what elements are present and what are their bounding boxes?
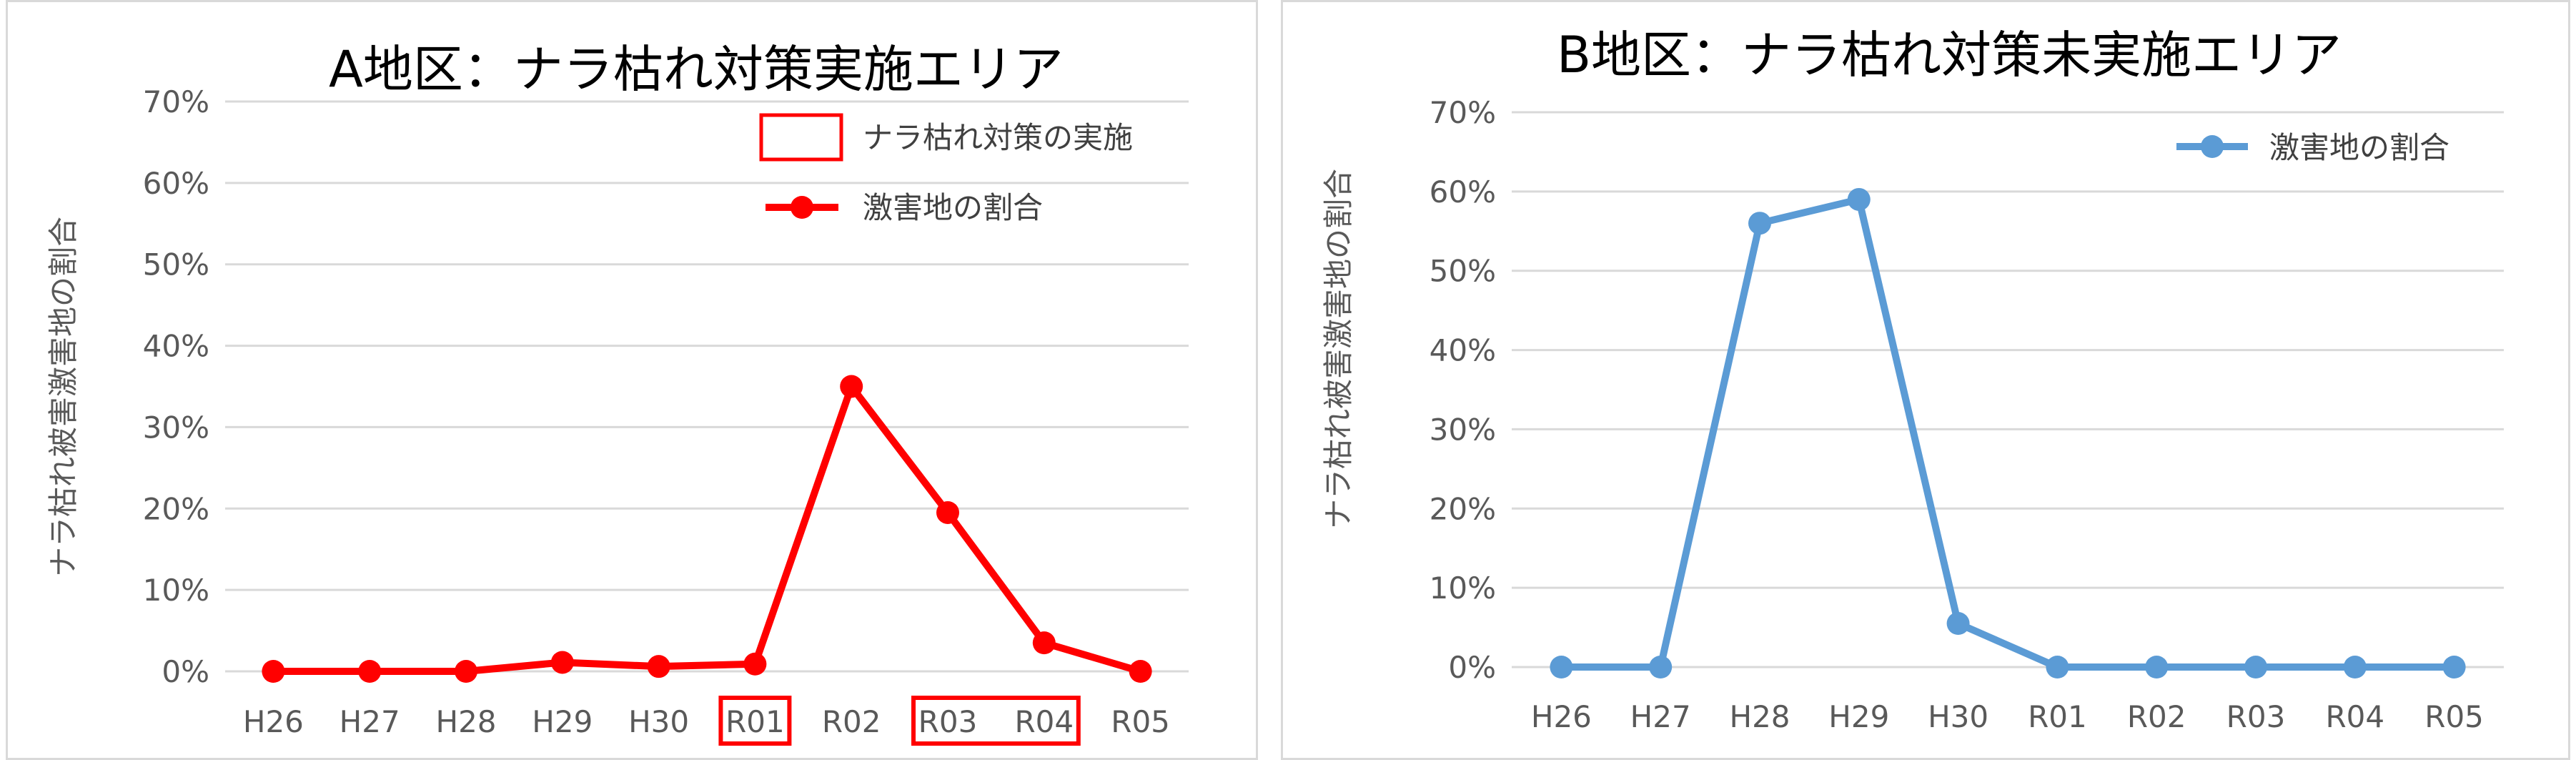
y-tick-label: 30% <box>143 410 209 445</box>
x-tick-label: H27 <box>340 704 400 739</box>
data-point <box>840 375 863 398</box>
chart-a-title: A地区：ナラ枯れ対策実施エリア <box>329 40 1064 99</box>
y-tick-label: 70% <box>143 84 209 119</box>
x-tick-label: R03 <box>918 704 978 739</box>
data-point <box>262 660 285 683</box>
x-tick-label: H30 <box>1928 699 1988 734</box>
chart-b-gridlines <box>1512 111 2504 668</box>
data-point <box>2145 656 2169 678</box>
data-point <box>1649 656 1673 678</box>
data-point <box>1847 187 1871 211</box>
x-tick-label: R02 <box>2127 699 2186 734</box>
y-tick-label: 20% <box>143 491 209 526</box>
data-point <box>1946 612 1970 636</box>
y-tick-label: 40% <box>1430 333 1496 368</box>
data-point <box>2343 656 2367 678</box>
chart-b-legend: 激害地の割合 <box>2176 130 2449 165</box>
chart-a-ylabel: ナラ枯れ被害激害地の割合 <box>46 217 81 577</box>
x-tick-label: H28 <box>435 704 496 739</box>
x-tick-label: H30 <box>628 704 689 739</box>
y-tick-label: 30% <box>1430 412 1496 447</box>
x-tick-label: H29 <box>532 704 593 739</box>
chart-b-x-ticks: H26 H27 H28 H29 H30 R01 R02 R03 R04 R05 <box>1531 699 2484 734</box>
data-point <box>1550 656 1573 678</box>
chart-panel-b: B地区：ナラ枯れ対策未実施エリア ナラ枯れ被害激害地の割合 0% 10% 20% 30… <box>1281 0 2570 760</box>
x-tick-label: R05 <box>2424 699 2484 734</box>
x-tick-label: H29 <box>1828 699 1889 734</box>
legend-line-marker <box>2201 135 2224 158</box>
x-tick-label: R04 <box>2325 699 2384 734</box>
chart-b-svg: B地区：ナラ枯れ対策未実施エリア ナラ枯れ被害激害地の割合 0% 10% 20% 30… <box>1321 26 2504 734</box>
legend-line-marker <box>791 196 813 219</box>
x-tick-label: H27 <box>1630 699 1691 734</box>
data-point <box>1748 212 1771 235</box>
y-tick-label: 50% <box>143 247 209 282</box>
data-point <box>2244 656 2267 678</box>
legend-box-swatch <box>759 113 843 162</box>
chart-a-series <box>262 375 1152 683</box>
chart-a-svg: A地区：ナラ枯れ対策実施エリア ナラ枯れ被害激害地の割合 0% 10% 20% 30%… <box>46 40 1189 746</box>
y-tick-label: 60% <box>1430 174 1496 209</box>
x-tick-label: R04 <box>1014 704 1074 739</box>
chart-b-y-ticks: 0% 10% 20% 30% 40% 50% 60% 70% <box>1430 95 1496 685</box>
y-tick-label: 50% <box>1430 254 1496 289</box>
y-tick-label: 60% <box>143 166 209 201</box>
y-tick-label: 40% <box>143 329 209 364</box>
series-line <box>1557 195 2458 671</box>
x-tick-label: R03 <box>2226 699 2286 734</box>
x-tick-label: H26 <box>1531 699 1592 734</box>
x-tick-label: R05 <box>1111 704 1170 739</box>
data-point <box>647 655 670 678</box>
x-tick-label: H28 <box>1729 699 1790 734</box>
legend-line-label: 激害地の割合 <box>863 190 1043 225</box>
data-point <box>2046 656 2069 678</box>
chart-a-legend: ナラ枯れ対策の実施 激害地の割合 <box>759 113 1133 225</box>
y-tick-label: 10% <box>143 573 209 608</box>
x-tick-label: H26 <box>243 704 304 739</box>
x-tick-label: R01 <box>2028 699 2087 734</box>
legend-box-label: ナラ枯れ対策の実施 <box>863 120 1133 155</box>
y-tick-label: 70% <box>1430 95 1496 130</box>
data-point <box>2442 656 2466 678</box>
chart-a-y-ticks: 0% 10% 20% 30% 40% 50% 60% 70% <box>143 84 209 689</box>
data-point <box>936 500 959 524</box>
chart-b-series <box>1550 187 2466 678</box>
chart-a-x-ticks: H26 H27 H28 H29 H30 R01 R02 R03 R04 R05 <box>243 704 1170 739</box>
data-point <box>455 660 477 683</box>
x-tick-label: R01 <box>725 704 785 739</box>
chart-panel-a: A地区：ナラ枯れ対策実施エリア ナラ枯れ被害激害地の割合 0% 10% 20% 30%… <box>6 0 1258 760</box>
y-tick-label: 20% <box>1430 491 1496 526</box>
chart-b-ylabel: ナラ枯れ被害激害地の割合 <box>1321 169 1356 529</box>
x-tick-label: R02 <box>822 704 881 739</box>
chart-a-gridlines <box>225 100 1189 673</box>
series-line <box>269 383 1144 675</box>
legend-line-label: 激害地の割合 <box>2269 130 2449 165</box>
y-tick-label: 10% <box>1430 571 1496 606</box>
highlight-box <box>718 696 792 746</box>
data-point <box>1032 631 1056 655</box>
chart-b-title: B地区：ナラ枯れ対策未実施エリア <box>1557 26 2342 84</box>
data-point <box>550 651 574 674</box>
data-point <box>1129 660 1152 683</box>
y-tick-label: 0% <box>162 654 209 689</box>
chart-a-highlight-boxes <box>718 696 1081 746</box>
data-point <box>358 660 382 683</box>
highlight-box <box>911 696 1081 746</box>
y-tick-label: 0% <box>1448 650 1496 685</box>
data-point <box>743 652 767 676</box>
